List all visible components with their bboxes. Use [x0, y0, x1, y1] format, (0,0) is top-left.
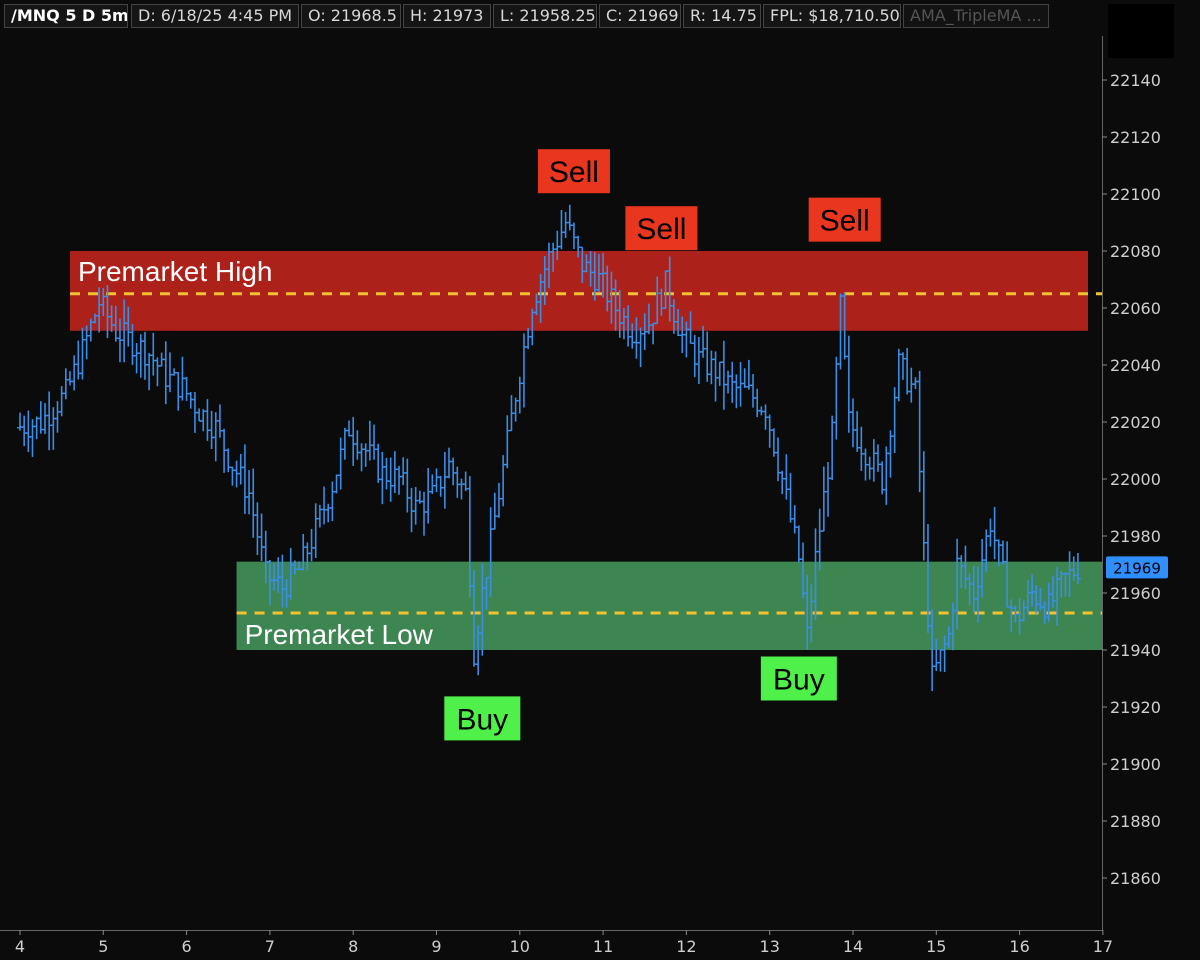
y-tick-label: 21920: [1110, 698, 1161, 717]
resistance-zone-label: Premarket High: [78, 256, 273, 287]
y-tick-label: 22120: [1110, 128, 1161, 147]
y-tick-label: 22000: [1110, 470, 1161, 489]
y-tick-label: 22100: [1110, 185, 1161, 204]
y-tick-label: 22040: [1110, 356, 1161, 375]
chart-header: /MNQ 5 D 5m D: 6/18/25 4:45 PM O: 21968.…: [0, 0, 1200, 36]
range-label: R: 14.75: [683, 4, 761, 28]
y-tick-label: 21980: [1110, 527, 1161, 546]
symbol-label[interactable]: /MNQ 5 D 5m: [4, 4, 128, 28]
y-tick-label: 22140: [1110, 71, 1161, 90]
y-tick-label: 22080: [1110, 242, 1161, 261]
fpl-label: FPL: $18,710.50: [763, 4, 901, 28]
y-tick-label: 21900: [1110, 755, 1161, 774]
y-tick-label: 22060: [1110, 299, 1161, 318]
x-tick-label: 17: [1093, 937, 1113, 956]
y-tick-label: 21880: [1110, 812, 1161, 831]
x-tick-label: 8: [348, 937, 358, 956]
date-label: D: 6/18/25 4:45 PM: [131, 4, 299, 28]
x-tick-label: 7: [265, 937, 275, 956]
sell-signal-label: Sell: [820, 205, 870, 238]
open-label: O: 21968.5: [301, 4, 401, 28]
x-tick-label: 11: [593, 937, 613, 956]
high-label: H: 21973: [403, 4, 491, 28]
sell-signal-box: [625, 206, 698, 251]
x-tick-label: 15: [926, 937, 946, 956]
y-tick-label: 21960: [1110, 584, 1161, 603]
study-label[interactable]: AMA_TripleMA ...: [903, 4, 1049, 28]
x-tick-label: 14: [843, 937, 863, 956]
y-tick-label: 21940: [1110, 641, 1161, 660]
sell-signal-label: Sell: [549, 156, 599, 189]
x-tick-label: 10: [510, 937, 530, 956]
sell-signal-box: [537, 149, 610, 194]
last-price-tag: [1106, 556, 1168, 579]
last-price-label: 21969: [1113, 559, 1161, 577]
x-tick-label: 16: [1009, 937, 1029, 956]
x-tick-label: 9: [431, 937, 441, 956]
sell-signal-label: Sell: [636, 213, 686, 246]
buy-signal-box: [760, 656, 837, 701]
plot-frame: [0, 36, 1103, 931]
low-label: L: 21958.25: [493, 4, 597, 28]
close-label: C: 21969: [599, 4, 681, 28]
x-tick-label: 13: [760, 937, 780, 956]
y-tick-label: 21860: [1110, 869, 1161, 888]
resistance-zone: [69, 251, 1089, 331]
support-zone-label: Premarket Low: [245, 619, 434, 650]
x-tick-label: 4: [15, 937, 25, 956]
toolbar-placeholder: [1108, 4, 1174, 58]
y-tick-label: 22020: [1110, 413, 1161, 432]
sell-signal-box: [808, 197, 881, 242]
x-tick-label: 12: [676, 937, 696, 956]
buy-signal-label: Buy: [456, 703, 508, 736]
x-tick-label: 5: [98, 937, 108, 956]
x-tick-label: 6: [182, 937, 192, 956]
buy-signal-label: Buy: [773, 664, 825, 697]
buy-signal-box: [444, 696, 521, 741]
